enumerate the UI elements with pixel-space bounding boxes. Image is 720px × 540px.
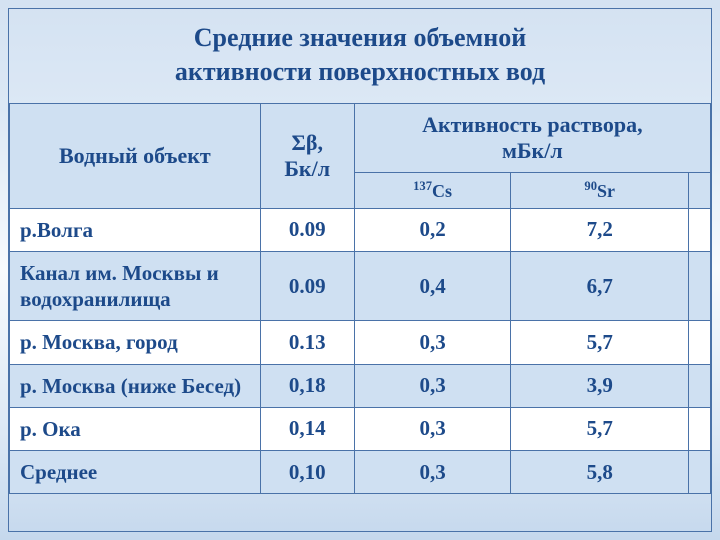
cell-name: р. Москва, город [10,321,261,364]
cell-name: р.Волга [10,208,261,251]
table-row: Среднее 0,10 0,3 5,8 [10,451,711,494]
cell-extra [689,451,711,494]
title-line-1: Средние значения объемной [194,23,526,52]
cell-extra [689,407,711,450]
title-line-2: активности поверхностных вод [175,57,545,86]
cs-sym: Cs [432,181,452,201]
cell-sb: 0.13 [260,321,354,364]
col-sigma-beta: Σβ, Бк/л [260,103,354,208]
cell-sb: 0,10 [260,451,354,494]
table-row: р.Волга 0.09 0,2 7,2 [10,208,711,251]
cell-cs: 0,4 [354,251,511,321]
cell-sr: 5,7 [511,321,689,364]
sr-sym: Sr [597,181,615,201]
cell-sr: 6,7 [511,251,689,321]
cell-cs: 0,3 [354,407,511,450]
cell-cs: 0,2 [354,208,511,251]
cell-sb: 0,18 [260,364,354,407]
activity-label-1: Активность раствора, [422,112,643,137]
table-row: Канал им. Москвы и водохранилища 0.09 0,… [10,251,711,321]
cell-extra [689,208,711,251]
cell-name: Канал им. Москвы и водохранилища [10,251,261,321]
cell-sb: 0,14 [260,407,354,450]
table-body: р.Волга 0.09 0,2 7,2 Канал им. Москвы и … [10,208,711,494]
page-title: Средние значения объемной активности пов… [9,9,711,103]
cell-extra [689,364,711,407]
cell-extra [689,321,711,364]
cell-cs: 0,3 [354,451,511,494]
cell-sr: 5,7 [511,407,689,450]
activity-table: Водный объект Σβ, Бк/л Активность раство… [9,103,711,495]
cell-cs: 0,3 [354,364,511,407]
col-cs137: 137Cs [354,172,511,208]
cs-sup: 137 [413,179,432,193]
activity-label-2: мБк/л [502,138,563,163]
cell-name: р. Ока [10,407,261,450]
cell-sr: 5,8 [511,451,689,494]
cell-name: Среднее [10,451,261,494]
cell-sr: 3,9 [511,364,689,407]
sigma-beta-label-2: Бк/л [284,156,330,181]
table-head: Водный объект Σβ, Бк/л Активность раство… [10,103,711,208]
cell-extra [689,251,711,321]
col-water-object: Водный объект [10,103,261,208]
sr-sup: 90 [584,179,597,193]
col-activity-group: Активность раствора, мБк/л [354,103,710,172]
table-row: р. Ока 0,14 0,3 5,7 [10,407,711,450]
content-frame: Средние значения объемной активности пов… [8,8,712,532]
col-extra [689,172,711,208]
header-row-1: Водный объект Σβ, Бк/л Активность раство… [10,103,711,172]
cell-name: р. Москва (ниже Бесед) [10,364,261,407]
table-row: р. Москва (ниже Бесед) 0,18 0,3 3,9 [10,364,711,407]
cell-sb: 0.09 [260,208,354,251]
sigma-beta-label-1: Σβ, [291,130,322,155]
col-sr90: 90Sr [511,172,689,208]
table-row: р. Москва, город 0.13 0,3 5,7 [10,321,711,364]
cell-cs: 0,3 [354,321,511,364]
cell-sb: 0.09 [260,251,354,321]
cell-sr: 7,2 [511,208,689,251]
